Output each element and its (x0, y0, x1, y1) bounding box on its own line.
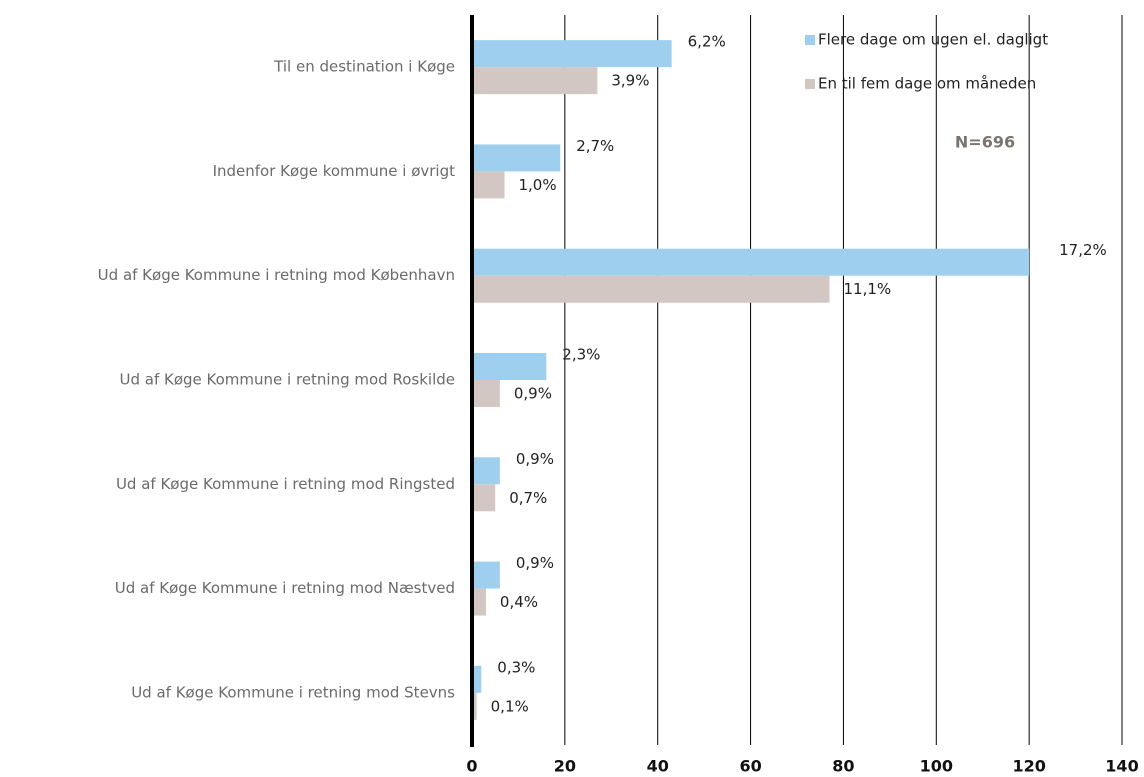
category-label: Indenfor Køge kommune i øvrigt (213, 162, 456, 180)
bar (472, 275, 830, 303)
bar (472, 40, 672, 68)
value-label: 0,4% (500, 593, 538, 611)
bar (472, 588, 486, 616)
x-tick-label: 0 (466, 757, 477, 776)
value-label: 2,7% (576, 137, 614, 155)
value-label: 17,2% (1059, 241, 1107, 259)
value-label: 0,3% (497, 658, 535, 676)
value-label: 3,9% (611, 72, 649, 90)
legend-label: En til fem dage om måneden (818, 75, 1036, 93)
x-tick-label: 20 (554, 757, 576, 776)
x-tick-label: 140 (1105, 757, 1138, 776)
legend-label: Flere dage om ugen el. dagligt (818, 31, 1048, 49)
bar (472, 171, 505, 199)
bar (472, 457, 500, 485)
bar (472, 484, 496, 512)
bar (472, 67, 598, 95)
category-label: Ud af Køge Kommune i retning mod Roskild… (120, 371, 456, 389)
category-label: Ud af Køge Kommune i retning mod Stevns (131, 683, 455, 701)
bar (472, 692, 477, 720)
category-label: Til en destination i Køge (273, 58, 455, 76)
category-label: Ud af Køge Kommune i retning mod Næstved (115, 579, 455, 597)
bar (472, 353, 547, 380)
value-label: 1,0% (519, 176, 557, 194)
value-label: 6,2% (688, 33, 726, 51)
legend-swatch (805, 79, 815, 89)
value-label: 0,9% (514, 385, 552, 403)
value-label: 0,9% (516, 554, 554, 572)
category-label: Ud af Køge Kommune i retning mod Ringste… (116, 475, 455, 493)
value-label: 11,1% (844, 280, 892, 298)
value-label: 0,1% (491, 697, 529, 715)
x-tick-label: 100 (920, 757, 953, 776)
bar (472, 561, 500, 589)
value-label: 2,3% (562, 346, 600, 364)
legend-swatch (805, 35, 815, 45)
bar (472, 380, 500, 407)
x-tick-label: 60 (739, 757, 761, 776)
value-label: 0,7% (509, 489, 547, 507)
bar (472, 665, 482, 693)
x-tick-label: 40 (647, 757, 669, 776)
x-tick-label: 120 (1012, 757, 1045, 776)
x-tick-label: 80 (832, 757, 854, 776)
value-label: 0,9% (516, 450, 554, 468)
bar (472, 144, 561, 172)
annotation: N=696 (955, 133, 1015, 152)
category-label: Ud af Køge Kommune i retning mod Københa… (98, 266, 455, 284)
bar (472, 248, 1030, 276)
